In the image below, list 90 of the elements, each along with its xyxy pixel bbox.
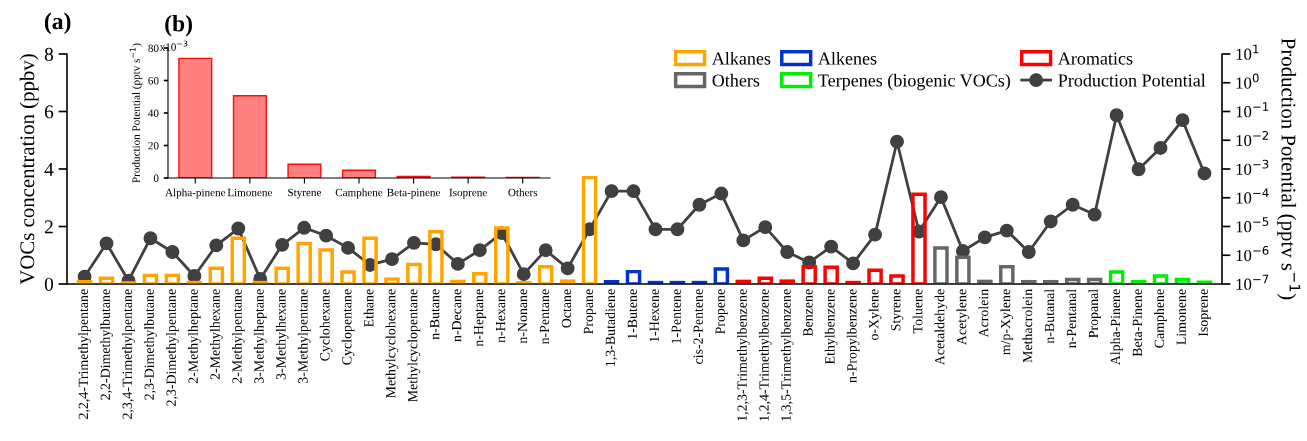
legend-label: Others: [712, 73, 760, 87]
x-tick-label: Methacrolein: [1022, 289, 1033, 363]
y-tick-label: 0: [153, 174, 159, 182]
x-tick-label: n-Pentanal: [1066, 289, 1077, 348]
x-tick-label: 2,3-Dimethylpentane: [166, 289, 179, 406]
x-tick-label: 2,3-Dimethylbutane: [144, 289, 157, 400]
x-tick-label: 2-Methylpentane: [231, 289, 245, 384]
x-tick-label: Propanal: [1088, 289, 1101, 338]
x-tick-label: n-Pentane: [539, 289, 550, 345]
x-tick-label: n-Hexane: [496, 289, 506, 343]
x-tick-label: Acrolein: [978, 289, 989, 338]
y2-tick-label: 10$^{−7}$: [1236, 274, 1269, 290]
y-tick-label: 0: [44, 277, 54, 291]
x-tick-label: Others: [508, 188, 538, 197]
chart-title: (a): [44, 12, 71, 35]
x-tick-label: 2-Methylheptane: [188, 289, 201, 384]
x-tick-label: o-Xylene: [868, 289, 882, 341]
legend-label: Alkanes: [711, 51, 771, 65]
y-tick-label: 60: [148, 76, 159, 85]
x-tick-label: cis-2-Pentene: [693, 289, 703, 364]
y2-axis-title: Production Potential (pptv s$^{−1}$): [1277, 38, 1301, 300]
legend-label: Production Potential: [1058, 73, 1206, 87]
x-tick-label: Ethane: [363, 289, 374, 328]
x-tick-label: Alpha-pinene: [165, 188, 226, 199]
x-tick-label: Styrene: [288, 188, 322, 199]
legend-label: Aromatics: [1057, 52, 1133, 65]
x-tick-label: Camphene: [335, 188, 383, 199]
y2-tick-label: 10$^{−4}$: [1236, 188, 1269, 204]
y2-tick-label: 10$^{−5}$: [1236, 217, 1269, 233]
x-tick-label: Styrene: [891, 289, 904, 331]
x-tick-label: n-Propylbenzene: [846, 289, 860, 383]
x-tick-label: 2,2-Dimethylbutane: [100, 289, 113, 400]
x-tick-label: Propane: [583, 289, 596, 334]
x-tick-label: n-Heptane: [474, 289, 487, 347]
x-tick-label: Benzene: [803, 289, 813, 337]
y-tick-label: 8: [44, 47, 54, 61]
x-tick-label: 1,2,3-Trimethylbenzene: [736, 289, 750, 421]
x-tick-label: 2,2,4-Trimethylpentane: [78, 289, 91, 419]
x-tick-label: 1-Butene: [627, 289, 637, 339]
y-tick-label: 80: [148, 44, 159, 52]
chart-title: (b): [165, 14, 192, 37]
x-tick-label: Isoprene: [449, 188, 487, 199]
y-axis-title: VOCs concentration (ppbv): [19, 54, 39, 285]
y2-tick-label: 10$^{−6}$: [1236, 245, 1269, 262]
y-tick-label: 2: [44, 220, 53, 234]
x-tick-label: Acetylene: [956, 289, 970, 346]
x-tick-label: 1,3-Butadiene: [605, 289, 618, 366]
x-tick-label: n-Butanal: [1044, 289, 1055, 344]
x-tick-label: 1-Pentene: [671, 289, 681, 344]
x-tick-label: 1-Hexene: [649, 289, 659, 342]
x-tick-label: Propene: [715, 289, 728, 334]
y-tick-label: 6: [44, 105, 54, 119]
x-tick-label: 1,3,5-Trimethylbenzene: [780, 289, 794, 421]
x-tick-label: 3-Methylhexane: [275, 289, 289, 380]
x-tick-label: Isoprene: [1198, 289, 1211, 337]
x-tick-label: 1,2,4-Trimethylbenzene: [758, 289, 772, 421]
legend-label: Terpenes (biogenic VOCs): [818, 73, 1011, 91]
x-tick-label: 3-Methylheptane: [253, 289, 267, 384]
y2-tick-label: 10$^{−2}$: [1236, 130, 1269, 147]
annotation: x10$^{−3}$: [159, 40, 188, 51]
legend-label: Alkenes: [818, 51, 877, 65]
x-tick-label: m/p-Xylene: [1000, 289, 1014, 355]
x-tick-label: Toluene: [912, 289, 923, 334]
x-tick-label: Limonene: [227, 188, 272, 197]
x-tick-label: Limonene: [1176, 289, 1186, 345]
y-axis-title: Production Potential (pptv s$^{−1}$): [129, 43, 143, 183]
x-tick-label: Camphene: [1154, 289, 1167, 348]
x-tick-label: Beta-pinene: [387, 188, 441, 199]
x-tick-label: Ethylbenzene: [824, 289, 838, 365]
x-tick-label: Octane: [561, 289, 572, 328]
x-tick-label: Cyclohexane: [319, 289, 333, 361]
x-tick-label: 3-Methylpentane: [297, 289, 311, 384]
x-tick-label: Alpha-Pinene: [1110, 289, 1123, 366]
y-tick-label: 40: [148, 109, 159, 117]
x-tick-label: Beta-Pinene: [1132, 289, 1143, 357]
x-tick-label: n-Decane: [452, 289, 462, 342]
x-tick-label: n-Nonane: [517, 289, 528, 344]
y2-tick-label: 10$^{0}$: [1236, 73, 1259, 89]
x-tick-label: Methylcyclopentane: [407, 289, 421, 402]
x-tick-label: 2-Methylhexane: [210, 289, 223, 380]
x-tick-label: 2,3,4-Trimethylpentane: [122, 289, 135, 419]
y2-tick-label: 10$^{1}$: [1236, 44, 1259, 60]
x-tick-label: Acetaldehyde: [934, 289, 948, 366]
y2-tick-label: 10$^{−1}$: [1236, 102, 1269, 118]
y-tick-label: 4: [44, 162, 54, 176]
x-tick-label: n-Butane: [430, 289, 440, 340]
x-tick-label: Cyclopentane: [341, 289, 355, 365]
x-tick-label: Methylcyclohexane: [385, 289, 399, 398]
y-tick-label: 20: [148, 141, 159, 150]
y2-tick-label: 10$^{−3}$: [1236, 159, 1269, 175]
